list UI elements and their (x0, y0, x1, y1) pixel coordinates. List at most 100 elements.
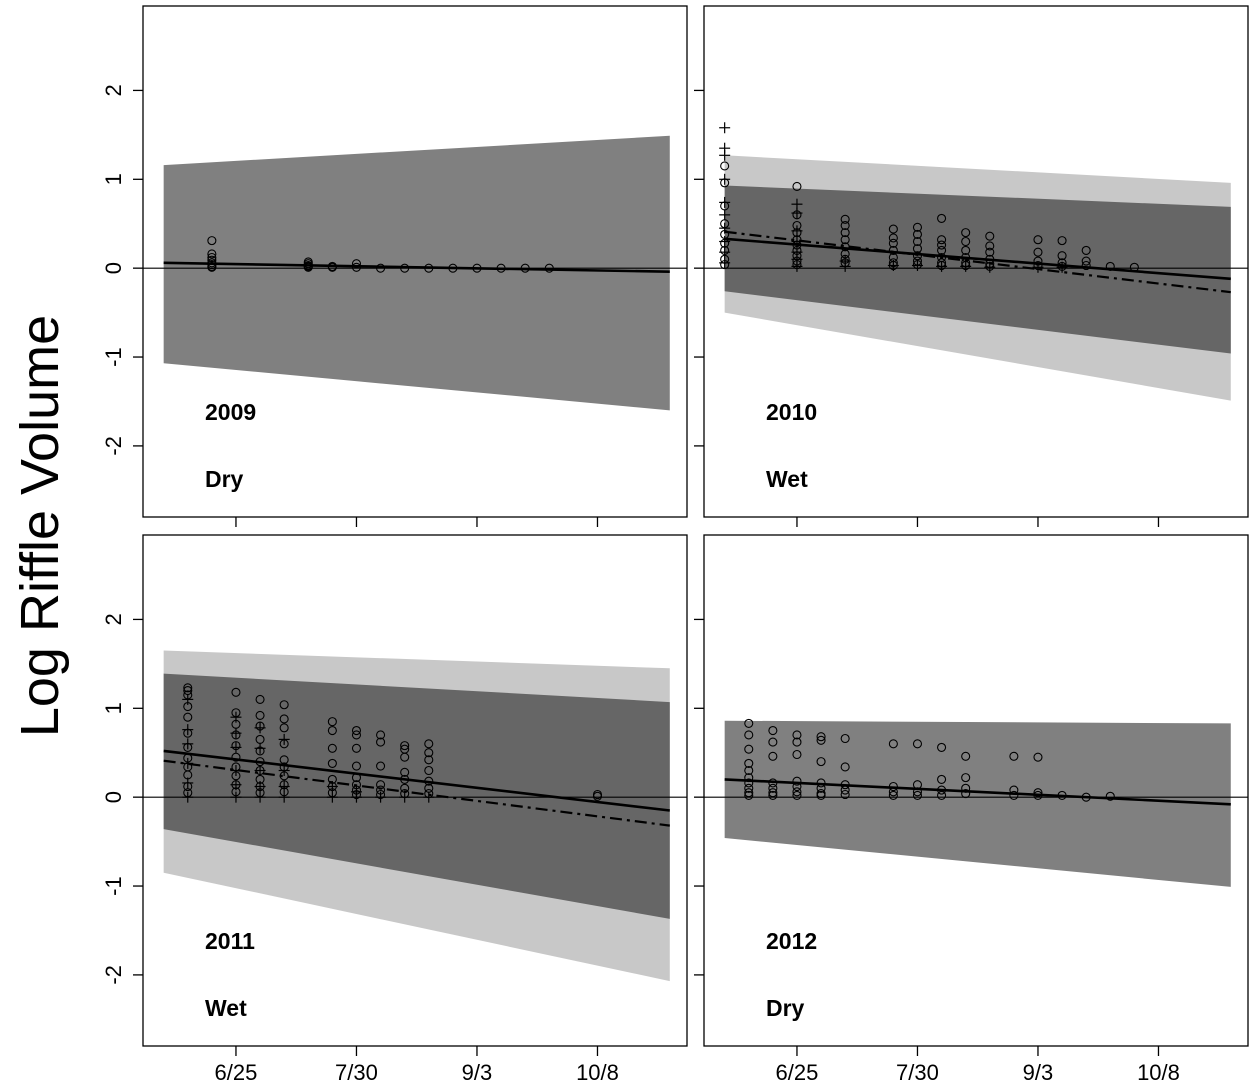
data-point-circle (255, 710, 265, 720)
data-point-circle (768, 783, 778, 793)
data-point-circle (744, 765, 754, 776)
data-point-circle (376, 263, 386, 273)
data-point-circle (888, 233, 898, 243)
data-point-circle (840, 214, 850, 224)
data-point-circle (912, 790, 923, 800)
data-point-circle (937, 235, 947, 245)
data-point-circle (207, 249, 217, 259)
panel-year-label: 2009 (205, 399, 256, 425)
data-point-circle (816, 757, 826, 767)
data-point-circle (1081, 260, 1091, 271)
y-tick-label: -1 (101, 876, 126, 896)
data-point-cross (719, 236, 731, 248)
data-point-cross (182, 693, 194, 705)
data-point-circle (888, 245, 898, 255)
data-point-cross (911, 259, 923, 271)
data-point-cross (326, 791, 338, 803)
panel-plot-area (143, 135, 687, 411)
data-point-cross (230, 741, 242, 753)
data-point-circle (744, 744, 754, 754)
data-point-cross (182, 724, 194, 736)
panel-2009: 2009 Dry -2 -1 0 1 2 (101, 5, 688, 527)
data-point-circle (327, 717, 337, 727)
data-point-circle (231, 687, 241, 697)
data-point-cross (254, 765, 266, 777)
data-point-circle (207, 252, 217, 263)
data-point-cross (254, 722, 266, 734)
data-point-circle (1033, 788, 1043, 798)
data-point-circle (888, 739, 898, 749)
data-point-circle (792, 730, 802, 740)
data-point-circle (792, 737, 802, 747)
data-point-cross (719, 173, 731, 185)
data-point-cross (887, 259, 899, 271)
data-point-circle (792, 776, 802, 786)
data-point-circle (279, 723, 289, 733)
data-point-circle (768, 725, 778, 736)
x-tick-label: 10/8 (1137, 1060, 1180, 1085)
data-point-circle (744, 718, 754, 728)
data-point-circle (888, 790, 898, 800)
data-point-circle (744, 778, 754, 788)
data-point-circle (744, 790, 754, 800)
fit-line-solid (724, 237, 1231, 281)
data-point-circle (961, 789, 971, 799)
data-point-circle (937, 240, 947, 250)
data-point-circle (351, 725, 362, 736)
data-point-cross (278, 733, 290, 745)
panel-year-label: 2012 (766, 928, 817, 954)
data-point-circle (768, 790, 778, 800)
data-point-circle (183, 712, 193, 722)
panel-frame (703, 5, 1249, 518)
data-point-circle (376, 761, 386, 771)
data-point-circle (376, 730, 386, 740)
data-point-cross (254, 742, 266, 754)
data-point-cross (278, 765, 290, 777)
data-point-circle (279, 700, 289, 710)
panel-condition-label: Wet (205, 995, 247, 1021)
data-point-cross (719, 246, 731, 258)
panel-condition-label: Dry (205, 466, 244, 492)
x-tick-label: 9/3 (1023, 1060, 1054, 1085)
data-point-circle (768, 788, 778, 798)
data-point-circle (327, 725, 337, 736)
data-point-cross (230, 711, 242, 723)
data-point-circle (1057, 236, 1067, 246)
data-point-circle (231, 752, 241, 762)
data-point-circle (351, 259, 362, 269)
data-point-circle (792, 787, 802, 797)
data-point-cross (254, 781, 266, 793)
data-point-circle (937, 213, 947, 223)
data-point-circle (1009, 751, 1019, 761)
data-point-circle (400, 752, 410, 762)
data-point-circle (985, 231, 995, 241)
data-point-cross (278, 791, 290, 803)
data-point-cross (182, 777, 194, 789)
fit-line-dashed (163, 759, 670, 827)
prediction-band-outer (724, 720, 1231, 887)
x-tick-label: 6/25 (215, 1060, 258, 1085)
data-point-circle (792, 790, 802, 800)
data-point-circle (816, 732, 826, 742)
y-tick-label: 2 (101, 84, 126, 96)
data-point-circle (1105, 791, 1115, 801)
data-point-cross (254, 791, 266, 803)
data-point-circle (1009, 790, 1019, 800)
data-point-cross (936, 260, 948, 272)
x-tick-label: 7/30 (335, 1060, 378, 1085)
data-point-circle (888, 224, 898, 234)
data-point-circle (744, 730, 754, 740)
data-point-circle (279, 714, 289, 724)
data-point-cross (719, 209, 731, 221)
data-point-circle (768, 737, 778, 747)
data-point-circle (840, 235, 850, 245)
data-point-cross (230, 727, 242, 739)
data-point-circle (720, 161, 730, 171)
data-point-cross (182, 791, 194, 803)
data-point-circle (912, 739, 923, 749)
panel-frame (142, 534, 688, 1047)
data-point-circle (351, 743, 362, 753)
panel-condition-label: Dry (766, 995, 805, 1021)
y-tick-label: -2 (101, 436, 126, 456)
